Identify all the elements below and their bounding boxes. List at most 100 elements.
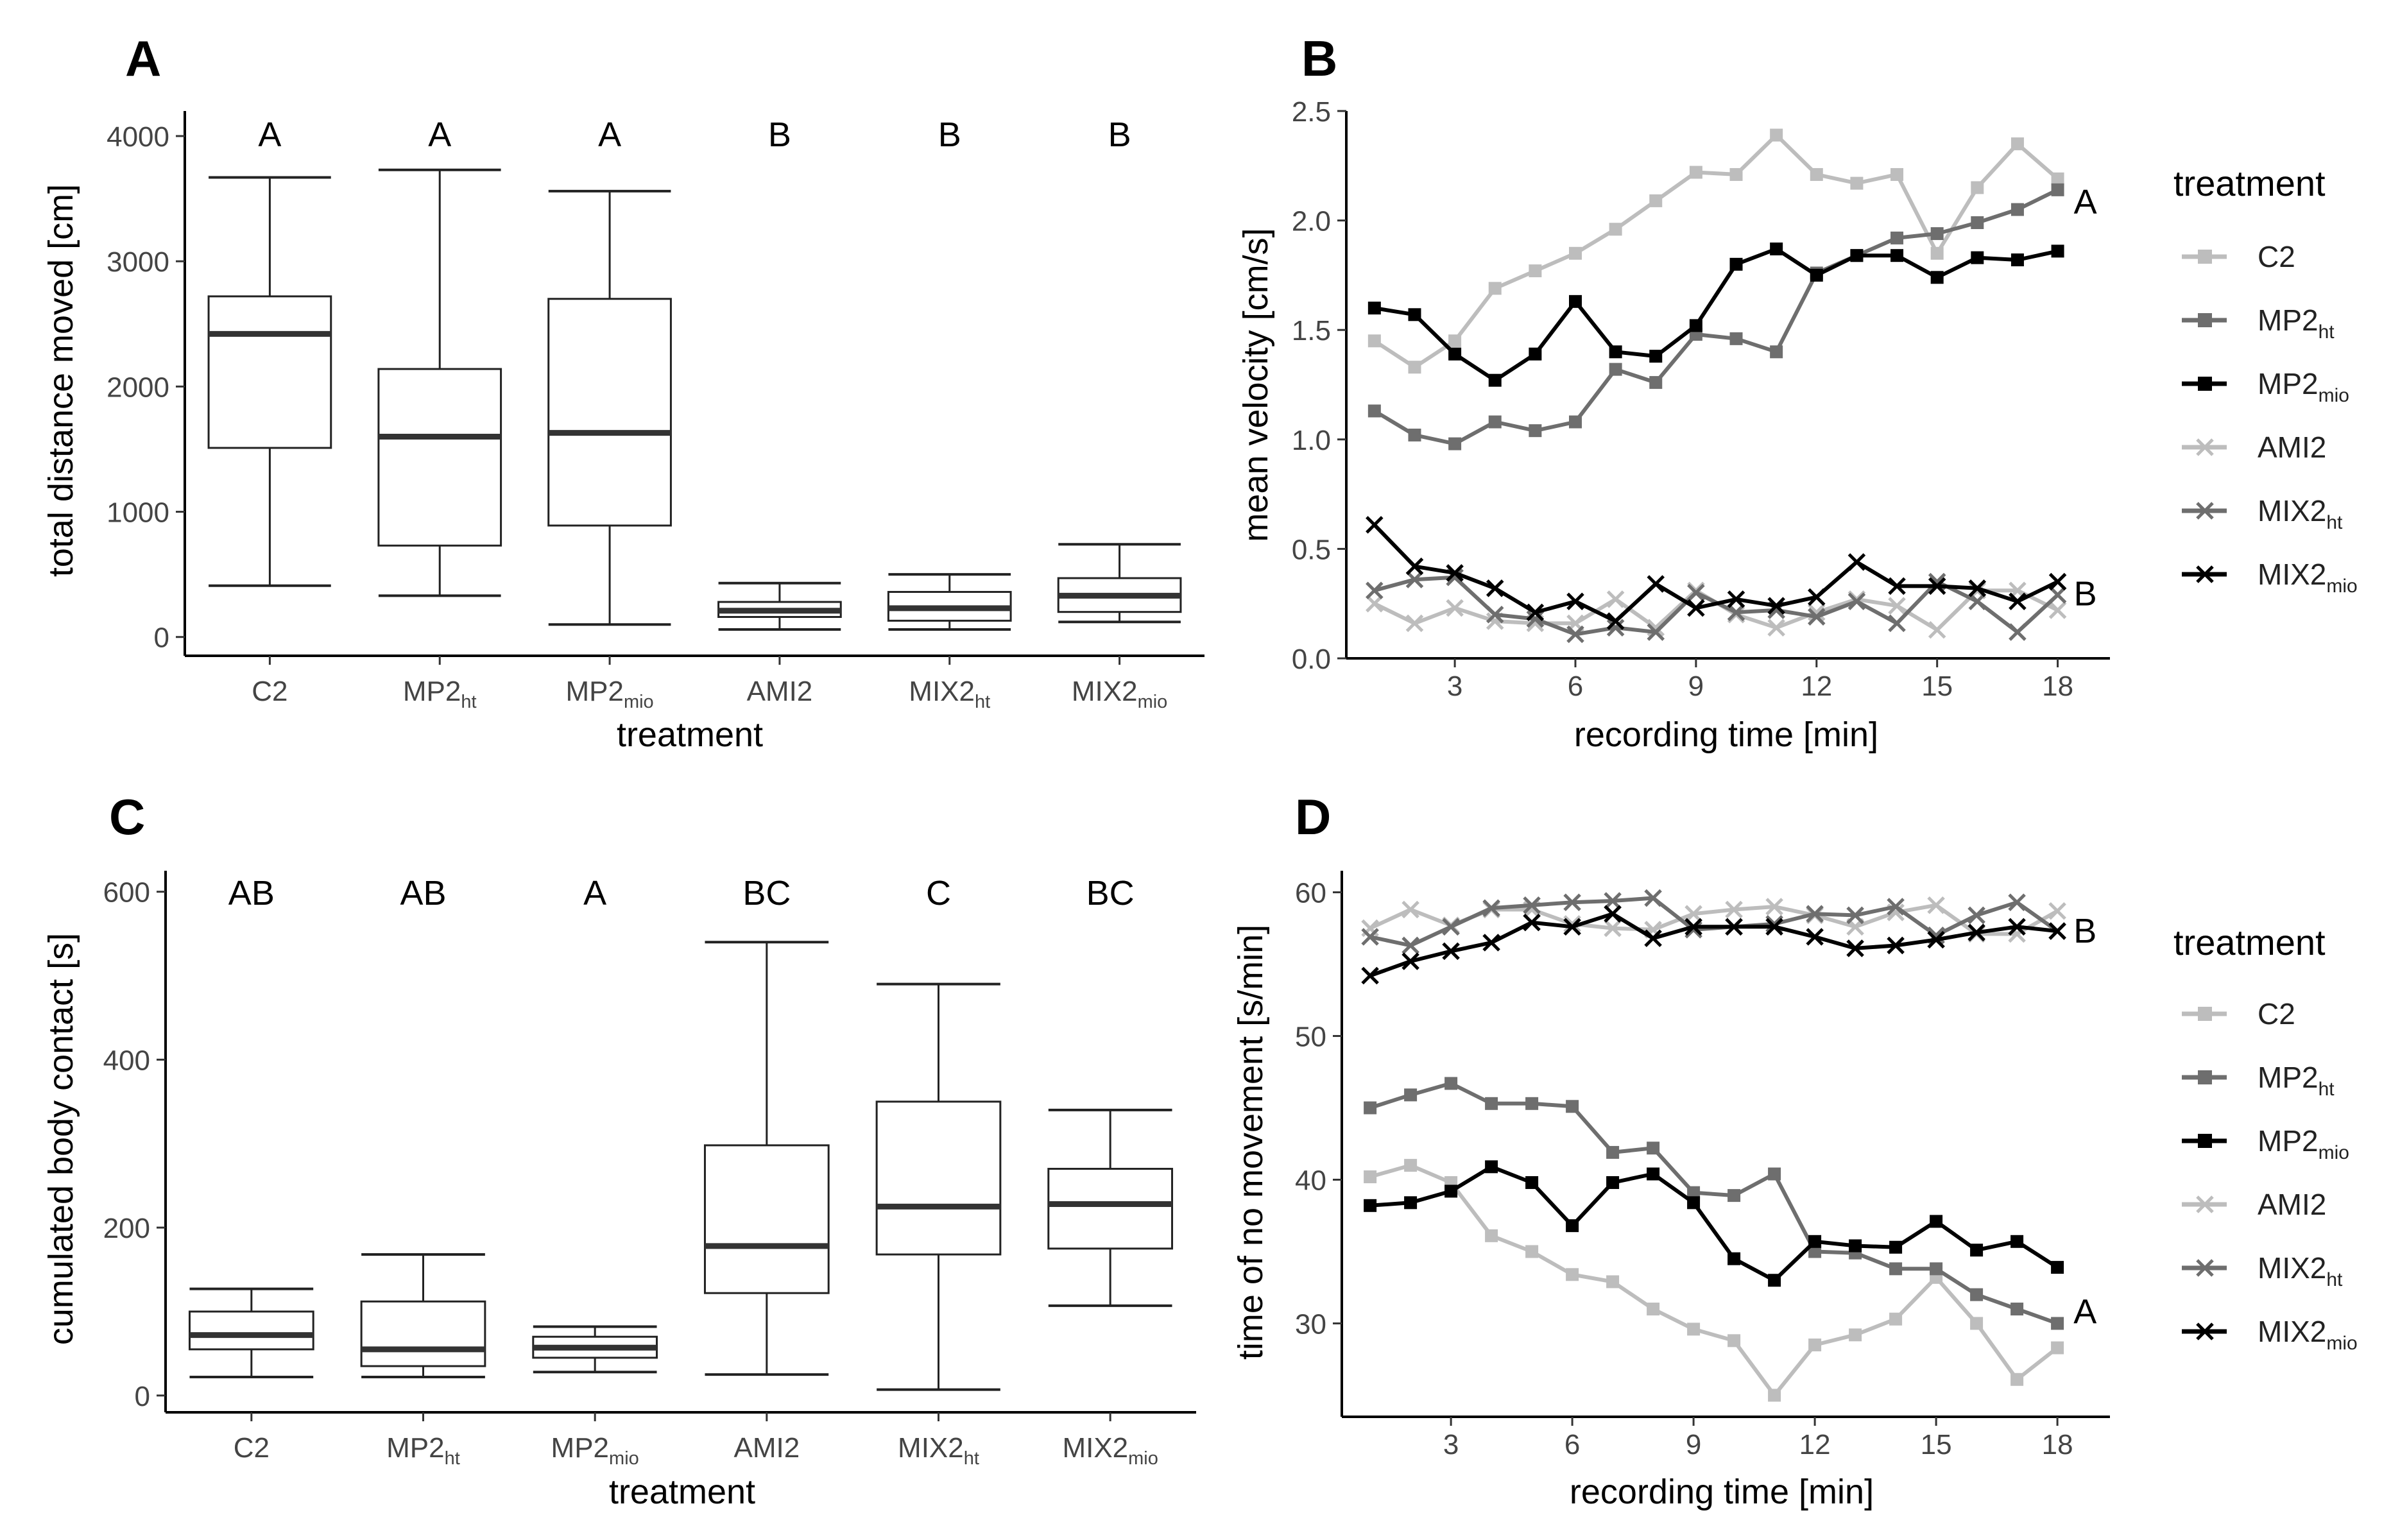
data-point xyxy=(1485,1229,1498,1242)
data-point xyxy=(1647,575,1665,593)
data-point xyxy=(1482,899,1500,917)
y-tick-label: 2.5 xyxy=(1292,96,1331,128)
data-point xyxy=(1644,929,1662,948)
data-point xyxy=(1770,345,1783,359)
panel-a-ylabel: total distance moved [cm] xyxy=(42,184,80,577)
data-point xyxy=(1604,919,1622,937)
data-point xyxy=(1727,1334,1741,1348)
data-point xyxy=(1768,1274,1781,1287)
legend-d-title: treatment xyxy=(2173,922,2326,963)
series-line xyxy=(1373,188,2059,446)
legend-label: AMI2 xyxy=(2258,1188,2326,1221)
data-point xyxy=(1765,918,1783,936)
data-point xyxy=(1687,583,1705,602)
data-point xyxy=(1808,1245,1822,1258)
data-point xyxy=(2051,1261,2064,1274)
data-point xyxy=(1448,334,1462,348)
data-point xyxy=(1569,246,1582,260)
legend-cross-marker xyxy=(2196,502,2214,520)
data-point xyxy=(1649,194,1663,207)
data-point xyxy=(2009,592,2027,611)
data-point xyxy=(1361,928,1379,946)
data-point xyxy=(1523,913,1541,932)
legend-label: MIX2ht xyxy=(2258,494,2343,533)
panel-a-xlabel: treatment xyxy=(617,715,763,754)
data-point xyxy=(1444,1077,1458,1090)
legend-square-marker xyxy=(2198,313,2212,327)
data-point xyxy=(1482,934,1500,952)
x-tick-label: 3 xyxy=(1447,671,1462,702)
series-mix2mio xyxy=(1366,516,2067,630)
series-line xyxy=(1369,1165,2059,1283)
x-tick-label: MIX2mio xyxy=(1072,676,1167,712)
data-point xyxy=(1930,1215,1943,1228)
data-point xyxy=(1647,1303,1660,1316)
legend-label: C2 xyxy=(2258,997,2295,1031)
data-point xyxy=(1448,347,1462,361)
y-tick-label: 2.0 xyxy=(1292,206,1331,237)
data-point xyxy=(1927,896,1945,914)
data-point xyxy=(1401,936,1419,955)
significance-letter: AB xyxy=(400,874,446,912)
legend-label: C2 xyxy=(2258,240,2295,273)
significance-letter: C xyxy=(926,874,951,912)
x-tick-label: 15 xyxy=(1921,671,1953,702)
y-tick-label: 0.5 xyxy=(1292,534,1331,565)
series-line xyxy=(1369,1081,2059,1326)
panel-d-ylabel: time of no movement [s/min] xyxy=(1231,925,1270,1360)
y-tick-label: 0 xyxy=(135,1381,150,1412)
y-tick-label: 60 xyxy=(1295,878,1326,909)
data-point xyxy=(1606,1176,1620,1189)
data-point xyxy=(1930,246,1944,260)
legend-item: AMI2 xyxy=(2182,431,2326,464)
data-point xyxy=(1888,577,1906,595)
legend-label: MIX2ht xyxy=(2258,1251,2343,1290)
data-point xyxy=(1525,1245,1539,1258)
data-point xyxy=(1526,610,1545,628)
data-point xyxy=(1806,928,1824,946)
legend-label: MIX2mio xyxy=(2258,558,2358,597)
data-point xyxy=(1446,564,1464,582)
data-point xyxy=(1485,1160,1498,1174)
data-point xyxy=(1889,1312,1903,1326)
panel-letter-c: C xyxy=(109,789,145,845)
data-point xyxy=(1526,603,1545,622)
data-point xyxy=(1405,557,1424,576)
data-point xyxy=(1806,905,1824,923)
data-point xyxy=(1889,1262,1903,1276)
legend-label: AMI2 xyxy=(2258,431,2326,464)
y-tick-label: 200 xyxy=(103,1213,150,1244)
data-point xyxy=(1367,334,1381,348)
legend-square-marker xyxy=(2198,1007,2212,1021)
data-point xyxy=(1647,1167,1660,1181)
data-point xyxy=(2010,1303,2024,1316)
data-point xyxy=(1529,424,1542,438)
data-point xyxy=(1930,227,1944,241)
data-point xyxy=(1566,1219,1579,1233)
data-point xyxy=(2010,1373,2024,1386)
legend-item: MP2mio xyxy=(2182,1124,2349,1163)
data-point xyxy=(1971,251,1984,264)
legend-item: MP2mio xyxy=(2182,367,2349,406)
data-point xyxy=(1566,1100,1579,1113)
x-tick-label: MIX2mio xyxy=(1062,1432,1158,1469)
data-point xyxy=(1770,242,1783,255)
data-point xyxy=(1888,614,1906,633)
y-tick-label: 50 xyxy=(1295,1022,1326,1053)
data-point xyxy=(1408,308,1421,321)
data-point xyxy=(1569,295,1582,308)
data-point xyxy=(1486,605,1504,624)
group-label: B xyxy=(2074,575,2097,613)
data-point xyxy=(1366,516,1384,534)
data-point xyxy=(1808,608,1826,626)
data-point xyxy=(1725,900,1743,919)
data-point xyxy=(1448,437,1462,450)
legend-square-marker xyxy=(2198,377,2212,391)
data-point xyxy=(1442,942,1460,961)
data-point xyxy=(1810,268,1823,282)
legend-d: treatment C2 MP2ht MP2mio AMI2 MIX2ht MIX2mio xyxy=(2173,922,2358,1354)
data-point xyxy=(1928,577,1946,595)
data-point xyxy=(1889,1240,1903,1254)
y-tick-label: 4000 xyxy=(107,121,169,153)
data-point xyxy=(1847,553,1866,571)
